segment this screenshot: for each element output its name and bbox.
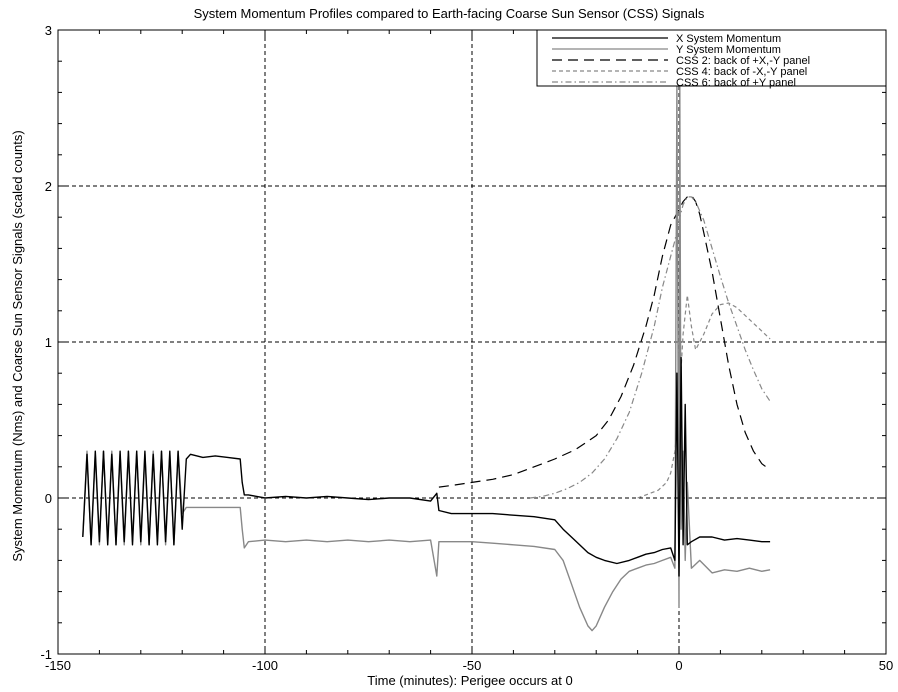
legend-box (536, 29, 887, 87)
grid-lines (58, 30, 886, 654)
data-series (82, 83, 771, 632)
legend-label: CSS 2: back of +X,-Y panel (676, 55, 810, 67)
x-tick-label: 0 (675, 658, 682, 673)
series-line (529, 196, 771, 499)
y-tick-label: 1 (45, 335, 52, 350)
y-tick-label: 3 (45, 23, 52, 38)
legend-label: Y System Momentum (676, 44, 781, 56)
y-tick-label: 0 (45, 491, 52, 506)
series-line (82, 356, 771, 577)
y-axis-title: System Momentum (Nms) and Coarse Sun Sen… (10, 130, 25, 561)
y-tick-label: -1 (40, 647, 52, 662)
x-axis-title: Time (minutes): Perigee occurs at 0 (367, 673, 572, 688)
series-line (637, 294, 771, 499)
x-tick-label: -50 (463, 658, 482, 673)
y-tick-label: 2 (45, 179, 52, 194)
x-tick-label: -100 (252, 658, 278, 673)
legend-label: CSS 6: back of +Y panel (676, 77, 796, 89)
legend-label: CSS 4: back of -X,-Y panel (676, 66, 807, 78)
chart-title: System Momentum Profiles compared to Ear… (194, 6, 705, 21)
legend-label: X System Momentum (676, 33, 781, 45)
series-line (438, 194, 771, 488)
x-tick-label: 50 (879, 658, 893, 673)
x-tick-label: -150 (45, 658, 71, 673)
tick-labels: -150 -100 -50 0 50 -1 0 1 2 3 (40, 23, 893, 673)
